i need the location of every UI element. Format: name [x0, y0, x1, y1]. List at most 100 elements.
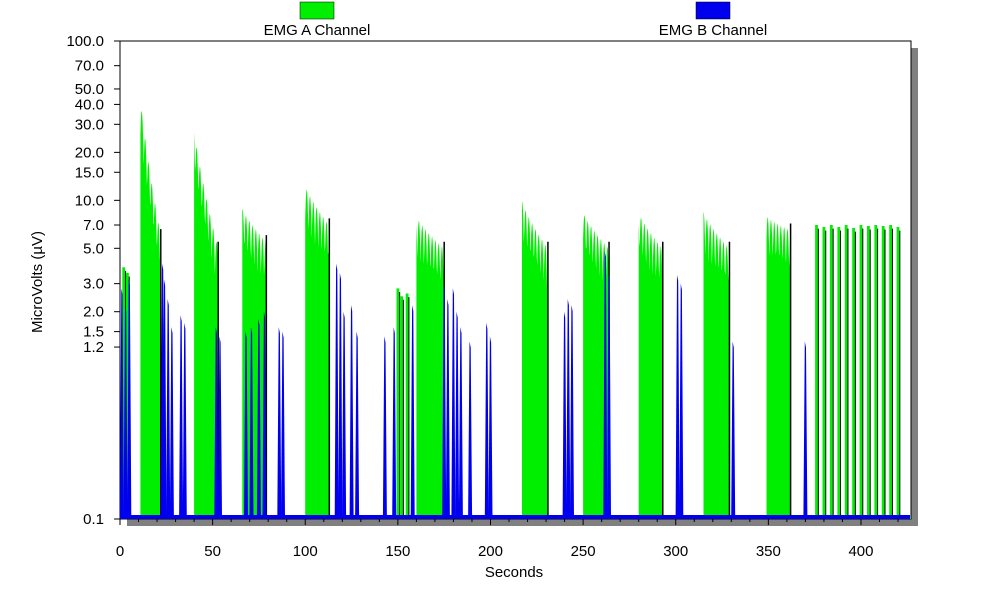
series-b-layer: [119, 251, 910, 519]
series-b-peak-5: [166, 299, 171, 519]
series-a-burst-0: [140, 110, 162, 520]
y-tick-label: 10.0: [75, 192, 104, 209]
series-b-peak-36: [603, 251, 608, 519]
series-a-layer: [120, 110, 911, 520]
y-tick-label: 50.0: [75, 81, 104, 98]
y-tick-label: 40.0: [75, 96, 104, 113]
series-b-peak-19: [342, 311, 347, 519]
x-tick-label: 400: [848, 543, 873, 560]
x-tick-label: 0: [116, 543, 124, 560]
y-axis-title: MicroVolts (µV): [29, 231, 46, 333]
series-b-peak-0: [119, 288, 124, 519]
y-tick-label: 20.0: [75, 144, 104, 161]
series-b-peak-23: [392, 327, 397, 519]
series-a-spike-10: [852, 228, 856, 519]
series-b-peak-22: [382, 336, 387, 519]
series-b-peak-15: [277, 327, 282, 519]
x-tick-label: 100: [293, 543, 318, 560]
series-b-peak-9: [214, 327, 219, 519]
y-tick-label: 1.5: [83, 324, 104, 341]
series-a-burst-8: [703, 211, 731, 519]
series-a-spike-8: [837, 227, 842, 519]
series-a-spike-11: [859, 225, 864, 519]
series-a-spike-15: [889, 225, 893, 519]
series-a-spike-4: [405, 293, 410, 519]
series-b-peak-33: [562, 311, 567, 519]
legend-b-label: EMG B Channel: [659, 22, 767, 39]
series-b-peak-34: [566, 299, 571, 519]
y-tick-14: 100.0: [66, 33, 120, 50]
series-a-burst-1: [194, 131, 219, 520]
series-b-peak-29: [458, 327, 463, 519]
series-a-burst-7: [638, 217, 664, 520]
y-tick-label: 100.0: [66, 33, 104, 50]
x-axis-ticks: 0 50 100 150 200 250 300 350 400: [116, 519, 899, 560]
series-b-peak-4: [162, 279, 167, 519]
x-tick-6: 300: [663, 519, 688, 560]
series-a-spike-13: [874, 225, 879, 519]
y-tick-12: 50.0: [75, 81, 120, 98]
legend-b: EMG B Channel: [659, 1, 767, 39]
y-tick-11: 40.0: [75, 96, 120, 113]
y-tick-label: 70.0: [75, 58, 104, 75]
x-tick-label: 250: [571, 543, 596, 560]
y-tick-label: 1.2: [83, 339, 104, 356]
y-tick-label: 15.0: [75, 164, 104, 181]
series-a-spike-12: [867, 226, 871, 519]
series-b-peak-38: [675, 275, 680, 519]
series-b-peak-10: [218, 336, 222, 519]
x-tick-5: 250: [571, 519, 596, 560]
series-b-peak-17: [334, 263, 339, 519]
series-b-peak-27: [451, 288, 456, 519]
y-axis-ticks: 0.1 1.21.5 2.0 3.0 5.0 7.0 10.0 15.0 20.0 30.0 40.…: [66, 33, 120, 528]
x-tick-4: 200: [478, 519, 503, 560]
series-b-peak-31: [484, 322, 489, 519]
series-b-peak-25: [442, 283, 447, 519]
y-tick-label: 7.0: [83, 217, 104, 234]
series-a-spike-5: [815, 225, 819, 519]
y-tick-label: 2.0: [83, 304, 104, 321]
series-a-spike-6: [822, 227, 827, 519]
legend-a-label: EMG A Channel: [264, 22, 371, 39]
x-tick-7: 350: [756, 519, 781, 560]
series-b-peak-32: [488, 336, 493, 519]
series-b-peak-14: [262, 311, 267, 519]
y-tick-label: 3.0: [83, 276, 104, 293]
series-b-peak-8: [182, 322, 187, 519]
series-a-spike-7: [829, 225, 834, 519]
plot-area: [119, 40, 912, 520]
series-b-peak-12: [249, 327, 254, 519]
series-b-peak-40: [731, 341, 736, 519]
series-b-peak-6: [169, 327, 174, 519]
x-tick-0: 0: [116, 519, 124, 560]
series-a-spike-16: [896, 227, 901, 519]
series-a-spike-9: [844, 225, 849, 519]
y-tick-0: 0.1: [83, 511, 120, 528]
series-a-burst-9: [766, 217, 792, 519]
x-tick-8: 400: [848, 519, 873, 560]
y-tick-7: 10.0: [75, 192, 120, 209]
series-b-peak-13: [256, 319, 261, 519]
y-tick-1: 1.2: [83, 339, 120, 356]
series-b-baseline: [121, 515, 910, 519]
series-b-peak-7: [179, 315, 184, 519]
x-tick-1: 50: [204, 519, 221, 560]
x-axis-title: Seconds: [485, 564, 543, 581]
series-b-peak-37: [607, 273, 611, 519]
y-tick-8: 15.0: [75, 164, 120, 181]
x-tick-label: 350: [756, 543, 781, 560]
y-tick-3: 2.0: [83, 304, 120, 321]
y-tick-2: 1.5: [83, 324, 120, 341]
series-a-spike-3: [400, 296, 404, 519]
y-tick-4: 3.0: [83, 276, 120, 293]
series-b-peak-16: [281, 331, 285, 519]
x-tick-label: 150: [385, 543, 410, 560]
series-b-peak-2: [127, 279, 132, 519]
y-tick-label: 30.0: [75, 116, 104, 133]
series-a-burst-5: [522, 201, 549, 519]
x-tick-label: 50: [204, 543, 221, 560]
y-tick-9: 20.0: [75, 144, 120, 161]
y-tick-10: 30.0: [75, 116, 120, 133]
y-tick-label: 5.0: [83, 240, 104, 257]
